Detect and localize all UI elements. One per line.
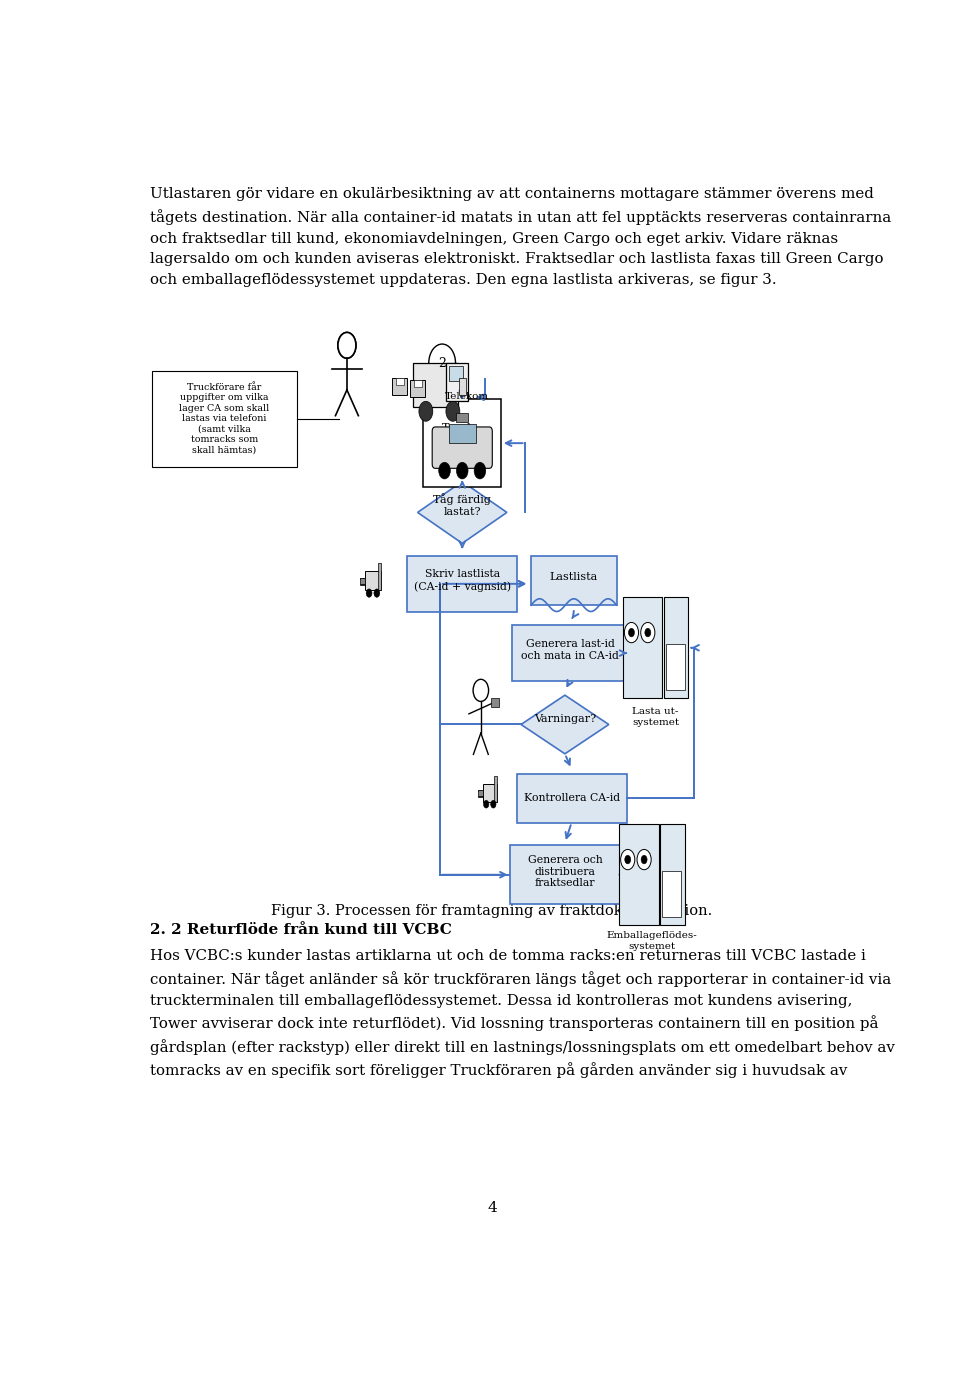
Circle shape [374, 590, 380, 598]
Text: 4: 4 [487, 1201, 497, 1215]
FancyBboxPatch shape [494, 776, 497, 801]
FancyBboxPatch shape [660, 823, 684, 926]
FancyBboxPatch shape [448, 424, 476, 443]
FancyBboxPatch shape [360, 579, 365, 584]
FancyBboxPatch shape [459, 378, 466, 396]
Circle shape [439, 462, 450, 479]
FancyBboxPatch shape [513, 626, 628, 681]
Circle shape [474, 462, 486, 479]
Text: Utlastaren gör vidare en okulärbesiktning av att containerns mottagare stämmer ö: Utlastaren gör vidare en okulärbesiktnin… [150, 187, 891, 286]
Text: Figur 3. Processen för framtagning av fraktdokumentation.: Figur 3. Processen för framtagning av fr… [272, 904, 712, 918]
Text: Kontrollera CA-id: Kontrollera CA-id [523, 793, 619, 803]
FancyBboxPatch shape [510, 846, 620, 904]
Circle shape [641, 855, 647, 864]
FancyBboxPatch shape [414, 381, 421, 388]
FancyBboxPatch shape [410, 381, 425, 397]
FancyBboxPatch shape [665, 645, 685, 689]
Circle shape [629, 628, 635, 637]
FancyBboxPatch shape [448, 367, 463, 381]
Circle shape [338, 332, 356, 358]
Text: Skriv lastlista
(CA-id + vagnsid): Skriv lastlista (CA-id + vagnsid) [414, 569, 511, 592]
Circle shape [625, 855, 631, 864]
FancyBboxPatch shape [478, 790, 483, 796]
Circle shape [429, 345, 456, 382]
FancyBboxPatch shape [445, 363, 468, 401]
Text: Truckförare får
uppgifter om vilka
lager CA som skall
lastas via telefoni
(samt : Truckförare får uppgifter om vilka lager… [179, 383, 270, 454]
Text: Truck: Truck [442, 424, 475, 433]
Circle shape [456, 462, 468, 479]
Circle shape [338, 332, 356, 358]
Circle shape [419, 401, 433, 421]
Text: Tåg färdig
lastat?: Tåg färdig lastat? [433, 493, 492, 516]
Text: 2: 2 [438, 357, 446, 370]
FancyBboxPatch shape [413, 363, 458, 407]
Text: Lastlista: Lastlista [550, 573, 598, 583]
FancyBboxPatch shape [492, 698, 499, 707]
FancyBboxPatch shape [407, 556, 517, 612]
FancyBboxPatch shape [396, 378, 404, 385]
Circle shape [621, 850, 635, 869]
FancyBboxPatch shape [423, 400, 501, 487]
FancyBboxPatch shape [661, 872, 682, 916]
FancyBboxPatch shape [623, 597, 662, 699]
Circle shape [637, 850, 651, 869]
Text: Emballageflödes-
systemet: Emballageflödes- systemet [607, 931, 697, 951]
Text: Varningar?: Varningar? [534, 714, 596, 724]
Circle shape [366, 590, 372, 598]
FancyBboxPatch shape [378, 563, 381, 591]
Text: 2. 2 Returflöde från kund till VCBC: 2. 2 Returflöde från kund till VCBC [150, 923, 451, 937]
Circle shape [473, 680, 489, 702]
Circle shape [624, 623, 638, 642]
Text: Hos VCBC:s kunder lastas artiklarna ut och de tomma racks:en returneras till VCB: Hos VCBC:s kunder lastas artiklarna ut o… [150, 949, 895, 1078]
Circle shape [645, 628, 651, 637]
Circle shape [640, 623, 655, 642]
FancyBboxPatch shape [365, 572, 381, 591]
FancyBboxPatch shape [619, 823, 659, 926]
Circle shape [491, 800, 496, 808]
FancyBboxPatch shape [483, 783, 497, 801]
FancyBboxPatch shape [516, 774, 627, 822]
Polygon shape [521, 695, 609, 754]
FancyBboxPatch shape [432, 426, 492, 468]
Circle shape [484, 800, 489, 808]
Polygon shape [418, 482, 507, 544]
Text: Telekom: Telekom [444, 392, 489, 401]
Circle shape [445, 401, 460, 421]
Text: Lasta ut-
systemet: Lasta ut- systemet [632, 707, 680, 727]
FancyBboxPatch shape [393, 378, 407, 396]
FancyBboxPatch shape [152, 371, 297, 466]
FancyBboxPatch shape [663, 597, 688, 699]
Text: Generera och
distribuera
fraktsedlar: Generera och distribuera fraktsedlar [528, 855, 602, 889]
FancyBboxPatch shape [531, 556, 616, 605]
FancyBboxPatch shape [456, 412, 468, 422]
Text: Generera last-id
och mata in CA-id: Generera last-id och mata in CA-id [521, 639, 619, 660]
